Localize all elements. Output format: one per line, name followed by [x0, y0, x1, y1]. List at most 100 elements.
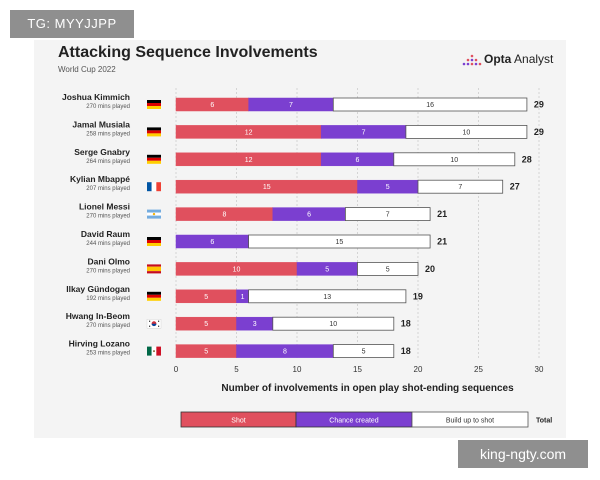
x-tick-label: 5 — [234, 365, 239, 374]
build-up-value: 7 — [458, 184, 462, 191]
opta-logo-icon — [462, 54, 482, 66]
minutes-played: 258 mins played — [86, 131, 130, 137]
shot-value: 5 — [204, 321, 208, 328]
chance-created-value: 1 — [241, 294, 245, 301]
total-value: 28 — [522, 154, 532, 164]
player-name: Serge Gnabry — [74, 147, 130, 157]
brand-text-bold: Opta — [484, 52, 512, 66]
player-name: David Raum — [81, 229, 131, 239]
germany-flag-icon — [147, 127, 161, 137]
shot-value: 12 — [245, 129, 253, 136]
x-tick-label: 25 — [474, 365, 483, 374]
legend-label: Chance created — [329, 418, 379, 425]
build-up-bar — [405, 125, 528, 139]
x-tick-label: 10 — [293, 365, 302, 374]
build-up-bar — [248, 234, 431, 249]
mexico-flag-icon — [147, 346, 161, 356]
chance-created-value: 7 — [362, 129, 366, 136]
player-name: Dani Olmo — [87, 256, 130, 266]
watermark-bottom: king-ngty.com — [458, 440, 588, 468]
legend-total-label: Total — [536, 418, 552, 425]
total-value: 21 — [437, 237, 447, 247]
shot-value: 8 — [222, 212, 226, 219]
chart-subtitle: World Cup 2022 — [58, 65, 116, 74]
shot-value: 12 — [245, 157, 253, 164]
build-up-value: 16 — [426, 102, 434, 109]
spain-flag-icon — [147, 264, 161, 274]
minutes-played: 270 mins played — [86, 323, 130, 329]
total-value: 21 — [437, 209, 447, 219]
build-up-value: 10 — [329, 321, 337, 328]
minutes-played: 270 mins played — [86, 214, 130, 220]
minutes-played: 192 mins played — [86, 296, 130, 302]
watermark-top: TG: MYYJJPP — [10, 10, 134, 38]
chance-created-value: 6 — [307, 212, 311, 219]
chance-created-value: 3 — [253, 321, 257, 328]
player-name: Joshua Kimmich — [62, 92, 130, 102]
shot-value: 15 — [263, 184, 271, 191]
build-up-bar — [332, 97, 528, 112]
total-value: 29 — [534, 100, 544, 110]
total-value: 19 — [413, 291, 423, 301]
chance-created-value: 7 — [289, 102, 293, 109]
player-name: Hwang In-Beom — [66, 311, 131, 321]
build-up-value: 13 — [323, 294, 331, 301]
chance-created-value: 5 — [386, 184, 390, 191]
south-korea-flag-icon — [146, 319, 162, 329]
shot-value: 5 — [204, 294, 208, 301]
build-up-bar — [393, 152, 516, 167]
build-up-bar — [272, 316, 395, 331]
france-flag-icon — [147, 182, 161, 192]
chance-created-value: 6 — [210, 239, 214, 246]
build-up-value: 5 — [362, 349, 366, 356]
minutes-played: 270 mins played — [86, 268, 130, 274]
total-value: 29 — [534, 127, 544, 137]
build-up-bar — [332, 344, 395, 359]
chance-created-value: 6 — [356, 157, 360, 164]
player-name: Jamal Musiala — [72, 119, 130, 129]
x-tick-label: 20 — [414, 365, 423, 374]
brand-text-rest: Analyst — [511, 52, 554, 66]
build-up-bar — [248, 289, 407, 304]
shot-value: 10 — [233, 266, 241, 273]
shot-value: 6 — [210, 102, 214, 109]
germany-flag-icon — [147, 100, 161, 109]
player-name: Hirving Lozano — [69, 339, 130, 349]
total-value: 20 — [425, 264, 435, 274]
total-value: 18 — [401, 319, 411, 329]
build-up-value: 7 — [386, 212, 390, 219]
build-up-bar — [344, 207, 431, 222]
total-value: 27 — [510, 182, 520, 192]
player-name: Ilkay Gündogan — [66, 284, 130, 294]
player-name: Kylian Mbappé — [70, 174, 130, 184]
build-up-value: 5 — [386, 266, 390, 273]
x-axis-label: Number of involvements in open play shot… — [221, 383, 514, 394]
x-tick-label: 30 — [535, 365, 544, 374]
argentina-flag-icon — [147, 209, 161, 219]
build-up-value: 10 — [463, 129, 471, 136]
minutes-played: 270 mins played — [86, 104, 130, 110]
chance-created-value: 5 — [325, 266, 329, 273]
build-up-bar — [417, 179, 504, 194]
chart-title: Attacking Sequence Involvements — [58, 44, 318, 61]
legend-swatch — [411, 411, 529, 428]
shot-value: 5 — [204, 349, 208, 356]
legend-label: Build up to shot — [446, 418, 494, 425]
germany-flag-icon — [147, 291, 161, 301]
build-up-bar — [357, 261, 419, 276]
brand-text: Opta Analyst — [484, 52, 553, 66]
legend-label: Shot — [231, 418, 245, 425]
build-up-value: 15 — [335, 239, 343, 246]
player-name: Lionel Messi — [79, 202, 130, 212]
total-value: 18 — [401, 346, 411, 356]
germany-flag-icon — [147, 154, 161, 164]
build-up-value: 10 — [450, 157, 458, 164]
x-tick-label: 15 — [353, 365, 362, 374]
germany-flag-icon — [147, 237, 161, 246]
minutes-played: 264 mins played — [86, 159, 130, 165]
minutes-played: 207 mins played — [86, 186, 130, 192]
x-tick-label: 0 — [174, 365, 179, 374]
minutes-played: 244 mins played — [86, 241, 130, 247]
chance-created-value: 8 — [283, 349, 287, 356]
